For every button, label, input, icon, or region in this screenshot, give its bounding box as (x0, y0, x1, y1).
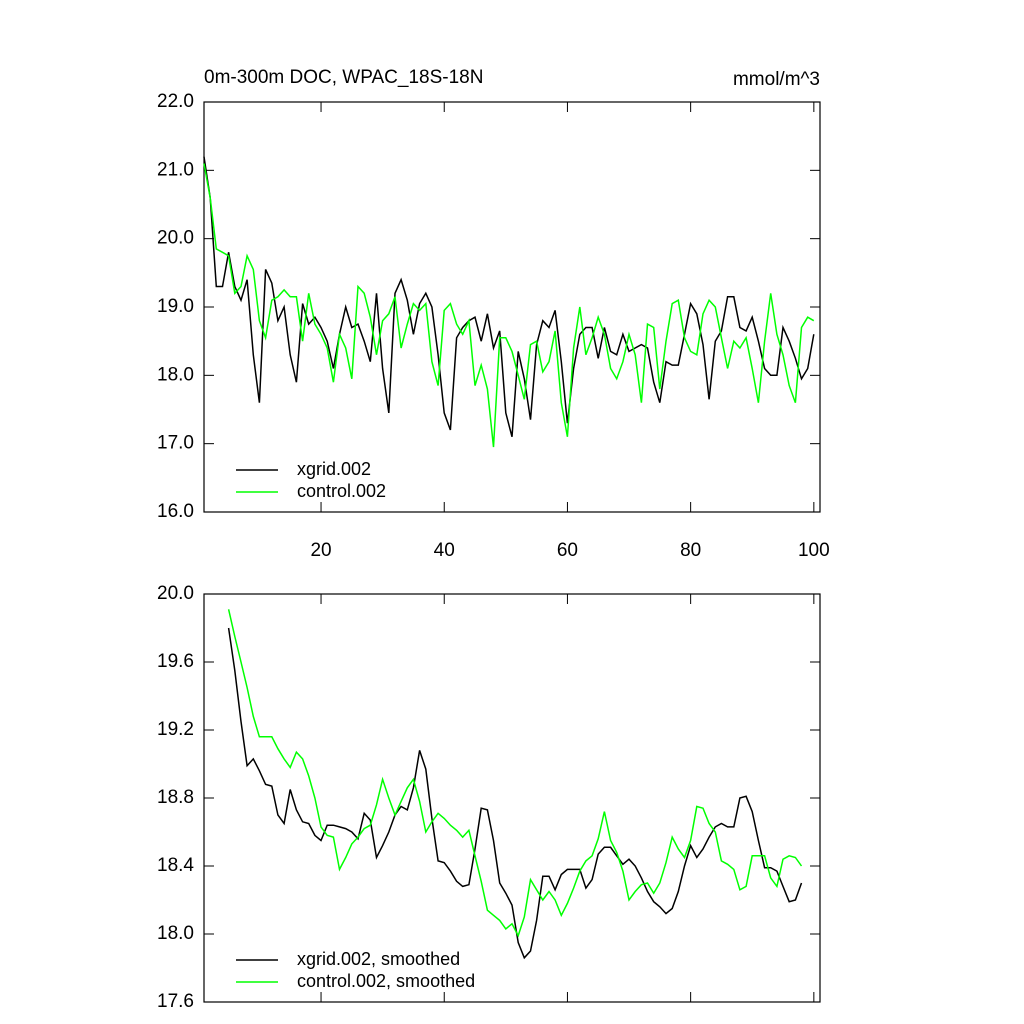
units-label: mmol/m^3 (733, 69, 820, 90)
x-tick-label: 60 (557, 540, 578, 561)
y-tick-label: 19.6 (157, 651, 194, 672)
chart-title: 0m-300m DOC, WPAC_18S-18N (204, 67, 483, 88)
y-tick-label: 20.0 (157, 583, 194, 604)
legend-label: control.002, smoothed (297, 971, 475, 991)
y-tick-label: 18.0 (157, 364, 194, 385)
y-tick-label: 18.0 (157, 923, 194, 944)
legend-label: control.002 (297, 481, 386, 501)
y-tick-label: 16.0 (157, 501, 194, 522)
y-tick-label: 21.0 (157, 159, 194, 180)
y-tick-label: 19.0 (157, 296, 194, 317)
x-tick-label: 100 (798, 540, 830, 561)
series-line (203, 163, 815, 448)
y-tick-label: 17.0 (157, 433, 194, 454)
x-tick-label: 80 (680, 540, 701, 561)
y-tick-label: 18.4 (157, 855, 194, 876)
plot-frame (203, 101, 821, 513)
legend-label: xgrid.002 (297, 459, 371, 479)
y-tick-label: 19.2 (157, 719, 194, 740)
y-tick-label: 17.6 (157, 991, 194, 1012)
x-tick-label: 40 (434, 540, 455, 561)
series-line (227, 627, 803, 960)
x-tick-label: 20 (310, 540, 331, 561)
y-tick-label: 20.0 (157, 228, 194, 249)
series-line (227, 609, 803, 938)
y-tick-label: 18.8 (157, 787, 194, 808)
plot-frame (203, 593, 821, 1003)
legend-label: xgrid.002, smoothed (297, 949, 460, 969)
y-tick-label: 22.0 (157, 91, 194, 112)
